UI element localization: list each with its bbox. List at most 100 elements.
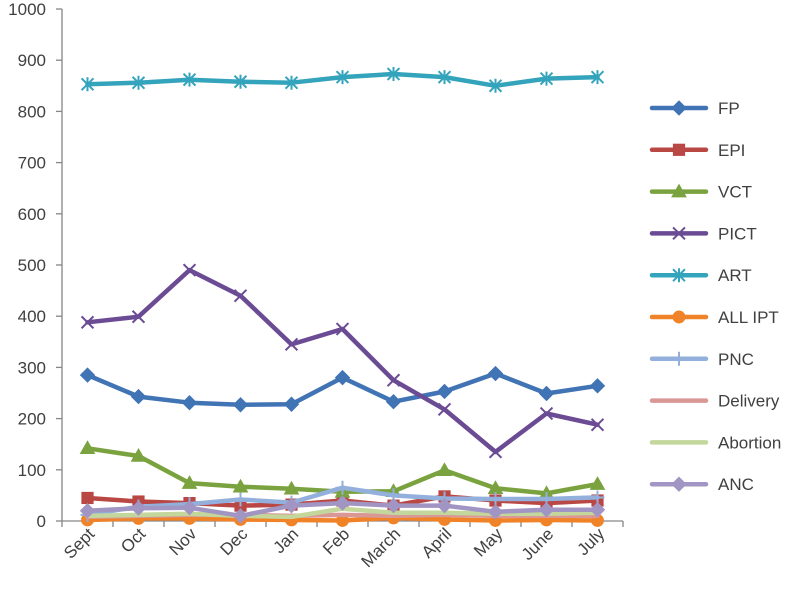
data-point [232, 397, 249, 413]
data-point [539, 71, 554, 86]
data-point [538, 385, 555, 402]
data-point [181, 499, 198, 516]
legend-marker [672, 351, 686, 366]
legend-item: ALL IPT [649, 308, 779, 327]
data-point [233, 289, 248, 303]
data-point [80, 315, 95, 330]
data-point [487, 504, 504, 520]
data-point [437, 402, 452, 417]
data-point [589, 378, 606, 394]
x-tick-label: July [574, 524, 609, 559]
legend-label: FP [718, 99, 740, 118]
legend-label: PNC [718, 350, 754, 369]
data-point [284, 75, 299, 90]
data-point [79, 440, 96, 455]
data-point [131, 75, 146, 90]
data-point [334, 495, 351, 511]
data-point [283, 480, 300, 495]
legend-item: PNC [649, 350, 754, 369]
y-tick-label: 600 [18, 205, 46, 224]
data-point [232, 478, 249, 493]
x-tick-label: Jan [270, 524, 303, 557]
legend-marker [671, 476, 687, 492]
legend-item: EPI [649, 141, 745, 160]
x-tick-label: March [357, 524, 404, 571]
data-point [589, 476, 606, 490]
series-art [80, 67, 605, 93]
y-tick-label: 100 [18, 461, 46, 480]
x-tick-label: April [418, 524, 455, 561]
y-tick-label: 0 [37, 512, 46, 531]
data-point [436, 462, 453, 477]
legend-label: Abortion [718, 433, 781, 452]
legend-marker [672, 310, 686, 324]
data-point [488, 78, 503, 93]
legend-marker [671, 183, 687, 198]
data-point [79, 367, 96, 383]
data-point [436, 497, 453, 514]
data-point [80, 77, 95, 92]
x-tick-label: May [470, 524, 506, 560]
data-point [385, 393, 402, 410]
data-point [335, 70, 350, 85]
legend-label: Delivery [718, 392, 780, 411]
data-point [335, 322, 350, 336]
series-anc [79, 495, 606, 524]
data-point [182, 72, 197, 87]
data-point [589, 502, 606, 518]
data-point [539, 406, 554, 421]
legend-item: Abortion [649, 433, 781, 452]
legend-item: ANC [649, 475, 754, 494]
data-point [81, 491, 94, 505]
data-point [386, 67, 401, 82]
data-point [130, 500, 147, 516]
series-fp [79, 365, 606, 413]
series-pict [80, 263, 605, 459]
data-point [130, 388, 147, 405]
y-tick-label: 200 [18, 410, 46, 429]
legend-label: ALL IPT [718, 308, 779, 327]
data-point [334, 369, 351, 386]
data-point [130, 447, 147, 462]
data-point [590, 418, 605, 432]
legend-label: EPI [718, 141, 745, 160]
data-point [79, 503, 96, 519]
legend-marker [671, 100, 687, 116]
legend-item: VCT [649, 183, 752, 202]
legend-item: ART [649, 266, 752, 285]
series-line [85, 267, 600, 455]
x-tick-label: Nov [166, 524, 201, 559]
x-tick-label: Sept [60, 524, 98, 562]
data-point [232, 508, 249, 524]
legend-item: Delivery [649, 392, 780, 411]
y-tick-label: 400 [18, 307, 46, 326]
data-point [181, 475, 198, 489]
series-layer [79, 67, 606, 527]
x-tick-label: June [518, 524, 558, 564]
data-point [283, 396, 300, 412]
x-tick-label: Oct [117, 524, 149, 556]
data-point [590, 70, 605, 85]
data-point [131, 310, 146, 324]
y-tick-label: 900 [18, 51, 46, 70]
legend-item: FP [649, 99, 740, 118]
data-point [437, 70, 452, 85]
legend: FP EPI VCT PICT ART ALL IPT PNC Delivery Abortio… [649, 99, 781, 494]
legend-item: PICT [649, 224, 757, 243]
legend-marker [672, 226, 686, 241]
y-tick-label: 500 [18, 256, 46, 275]
data-point [233, 492, 248, 507]
x-tick-label: Dec [217, 524, 252, 559]
data-point [181, 395, 198, 411]
legend-label: ANC [718, 475, 754, 494]
y-tick-label: 700 [18, 154, 46, 173]
legend-marker [672, 143, 686, 156]
data-point [284, 337, 299, 352]
data-point [488, 491, 503, 506]
data-point [182, 263, 197, 277]
x-tick-label: Feb [319, 524, 353, 558]
data-point [385, 497, 402, 514]
legend-label: PICT [718, 224, 757, 243]
y-tick-label: 800 [18, 102, 46, 121]
